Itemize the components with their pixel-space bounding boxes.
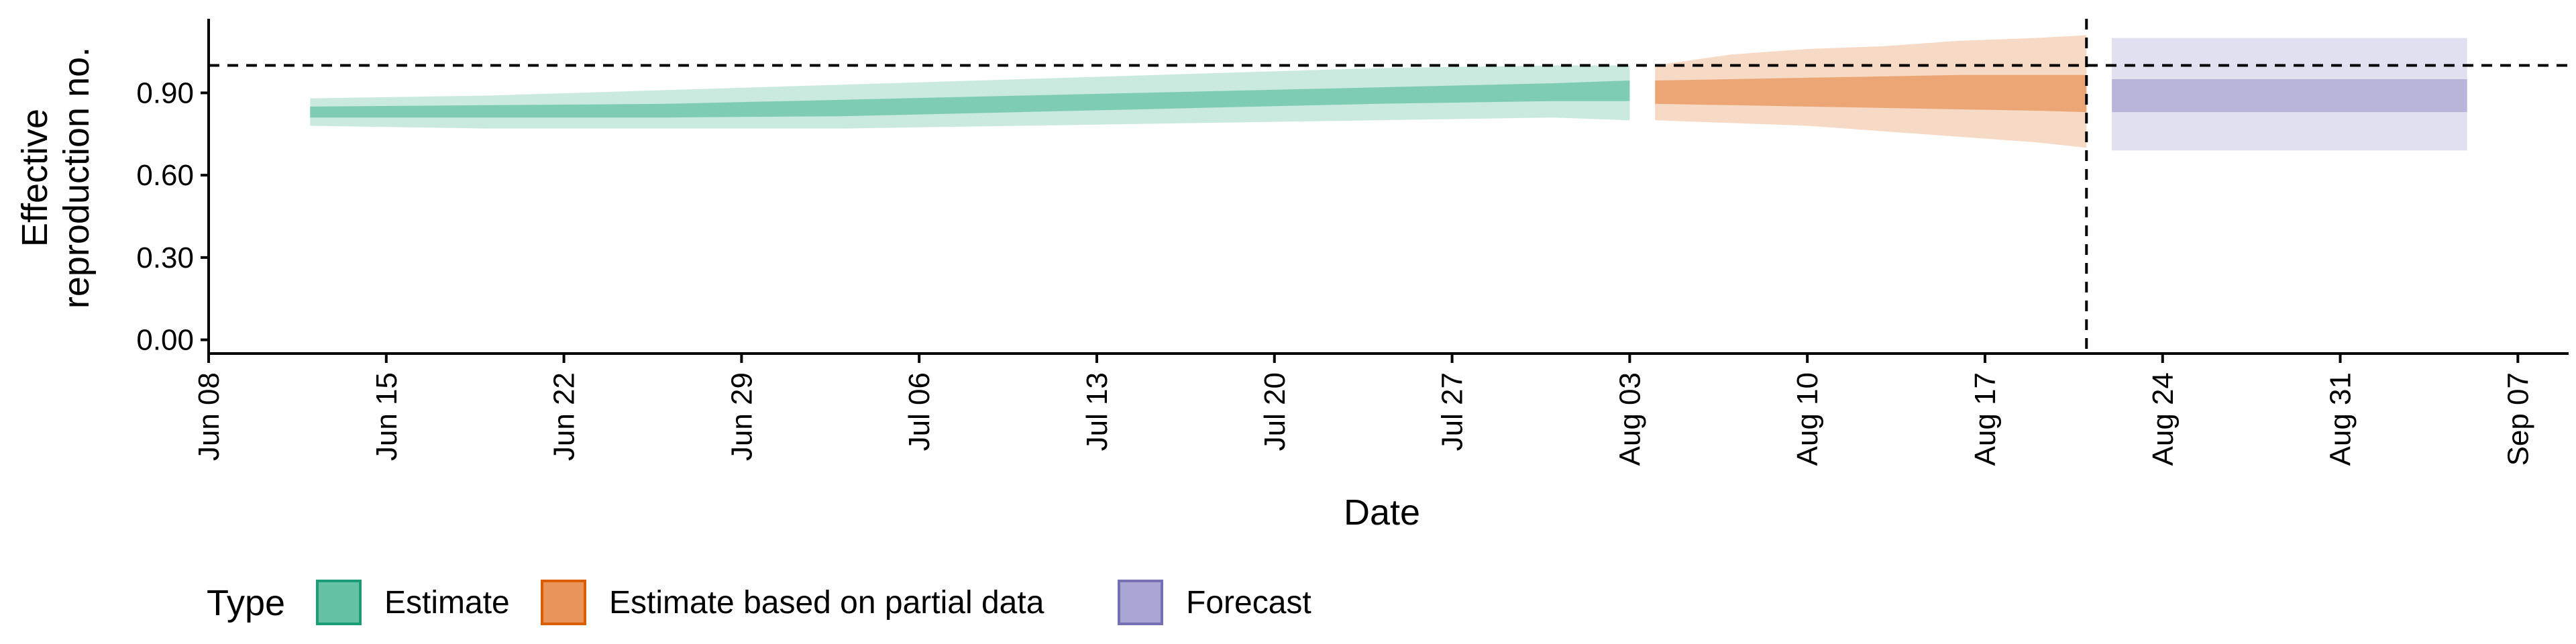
x-tick-label: Aug 10 — [1791, 372, 1824, 466]
y-tick-label: 0.60 — [136, 159, 194, 192]
y-tick-label: 0.30 — [136, 241, 194, 274]
y-tick-label: 0.90 — [136, 76, 194, 109]
legend-key-2 — [541, 580, 586, 625]
legend-key-3 — [1118, 580, 1163, 625]
legend: Type Estimate Estimate based on partial da… — [207, 580, 1311, 625]
x-tick-label: Aug 17 — [1969, 372, 2002, 466]
x-tick-label: Sep 07 — [2502, 372, 2534, 466]
x-tick-label: Aug 03 — [1613, 372, 1646, 466]
x-tick-label: Jun 22 — [548, 372, 581, 461]
series-forecast-inner-band — [2112, 79, 2467, 113]
x-tick-label: Aug 24 — [2147, 372, 2180, 466]
x-axis-title: Date — [1344, 492, 1420, 533]
x-tick-label: Jun 29 — [725, 372, 758, 461]
y-tick-label: 0.00 — [136, 324, 194, 357]
x-tick-label: Jul 06 — [903, 372, 936, 451]
legend-title: Type — [207, 583, 285, 623]
x-tick-label: Jun 15 — [370, 372, 403, 461]
x-tick-label: Jun 08 — [193, 372, 225, 461]
x-tick-label: Jul 20 — [1258, 372, 1291, 451]
y-axis-title-line-2: reproduction no. — [56, 47, 97, 309]
y-axis-title-line-1: Effective — [15, 109, 55, 247]
x-tick-label: Jul 13 — [1081, 372, 1114, 451]
series-estimate-based-on-partial-data-inner-band — [1655, 74, 2087, 113]
x-tick-label: Jul 27 — [1436, 372, 1469, 451]
plot-area — [209, 19, 2569, 354]
y-axis-title: Effective reproduction no. — [15, 47, 97, 309]
legend-label-2: Estimate based on partial data — [609, 585, 1044, 621]
x-tick-label: Aug 31 — [2324, 372, 2357, 466]
legend-label-1: Estimate — [384, 585, 510, 621]
legend-label-3: Forecast — [1186, 585, 1311, 621]
legend-key-1 — [316, 580, 362, 625]
axes: 0.00 0.30 0.60 0.90 Jun 08 Jun 15 Jun 22 Jun 29… — [136, 19, 2569, 466]
series-estimate-inner-band — [310, 80, 1630, 118]
